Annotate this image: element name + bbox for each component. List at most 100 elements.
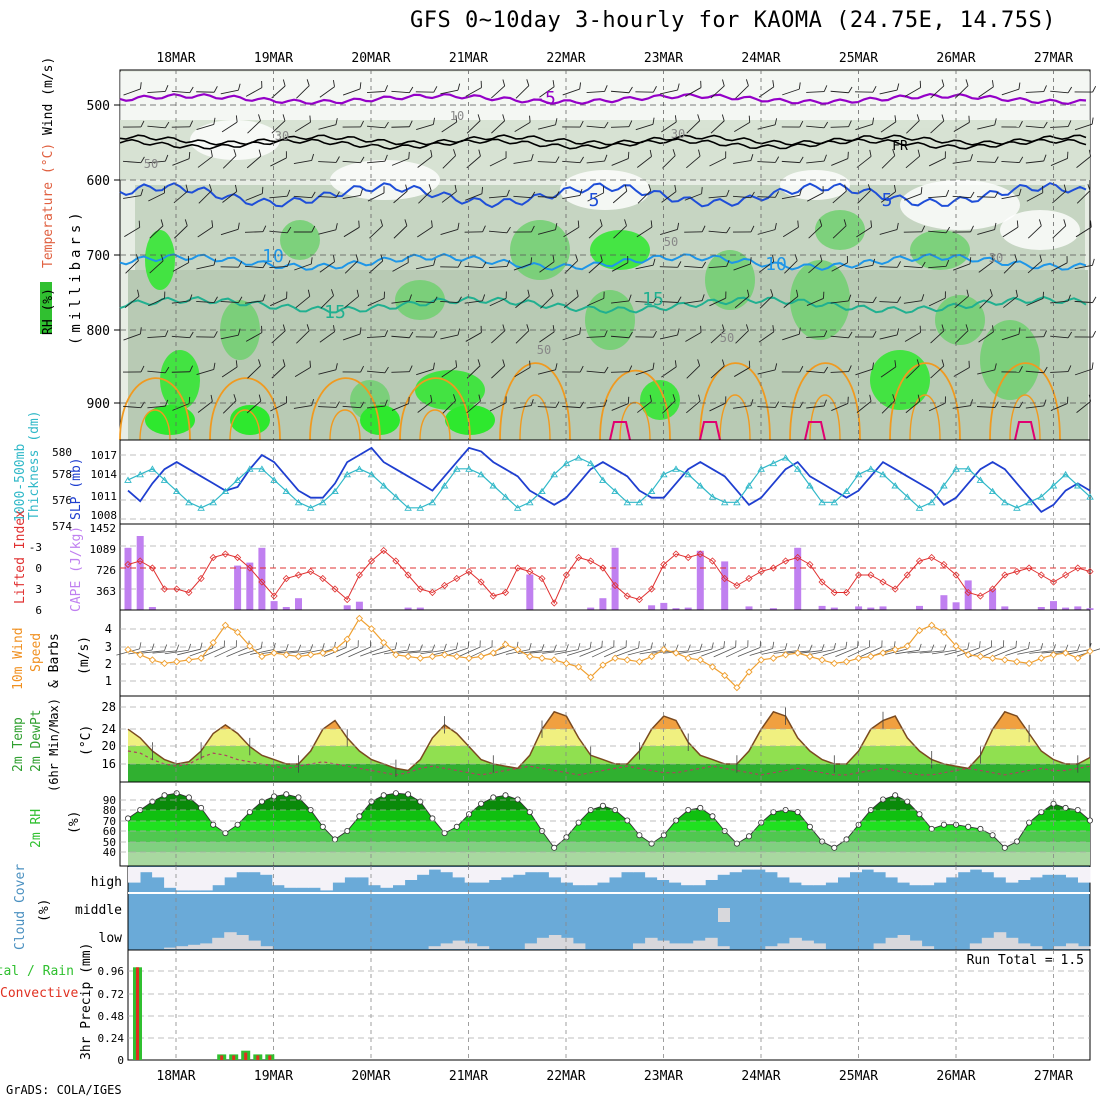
humidity-marker: [295, 794, 302, 801]
wind-barb-flag: [896, 261, 901, 268]
wind-barb-flag: [189, 294, 193, 301]
wind-barb: [513, 191, 536, 199]
wind-barb-flag: [916, 359, 920, 366]
wind-barb-flag: [725, 396, 727, 404]
wind-barb-staff: [198, 190, 212, 204]
wind-barb: [832, 184, 847, 204]
wind-barb-staff: [515, 85, 530, 99]
wind-speed-marker: [404, 652, 412, 661]
wind-barb-staff: [250, 649, 274, 655]
wind-barb-flag: [991, 254, 994, 262]
wind-barb-flag: [701, 187, 703, 194]
wind10m-label: 10m Wind: [11, 627, 26, 690]
wind-barb-flag: [650, 220, 653, 228]
cape-tick: 1089: [90, 543, 117, 556]
wind-barb: [637, 149, 652, 168]
wind-barb-staff: [684, 265, 703, 269]
wind-barb: [905, 149, 921, 169]
lifted-index-marker: [587, 557, 595, 565]
bottom-date-label: 21MAR: [449, 1069, 488, 1084]
wind-barb-flag: [994, 156, 999, 163]
wind-barb-flag: [628, 86, 633, 93]
wind-barb-staff: [1025, 370, 1044, 374]
cloud-high-gap: [380, 867, 393, 888]
rh-saturated-patch: [360, 405, 400, 435]
wind-barb: [588, 219, 603, 239]
cloud-high-gap: [404, 867, 418, 880]
wind-barb: [854, 85, 877, 93]
thickness-marker: [1086, 493, 1094, 500]
wind-barb-flag: [457, 328, 461, 336]
wind-barb-staff: [220, 89, 239, 95]
wind-barb: [732, 225, 755, 233]
contour-label: 15: [642, 289, 664, 310]
wind-barb-staff: [417, 401, 433, 413]
cape-bar: [794, 547, 802, 610]
wind-barb-staff: [539, 261, 555, 273]
wind-barb-10m: [797, 644, 825, 654]
contour-label: 5: [589, 190, 600, 211]
wind-barb: [539, 325, 555, 343]
wind-barb-flag: [356, 289, 360, 297]
humidity-marker: [940, 821, 947, 828]
wind-barb-flag: [628, 365, 633, 372]
wind-barb-flag: [358, 220, 360, 228]
wind-barb-flag: [918, 643, 922, 651]
wind-barb-staff: [662, 155, 676, 169]
wind-barb-staff: [685, 332, 702, 342]
wind-barb: [710, 79, 725, 99]
thickness-marker: [1025, 498, 1033, 506]
wind-barb-10m: [530, 644, 557, 654]
wind-barb: [440, 261, 462, 268]
wind-barb: [220, 296, 243, 303]
wind-barb: [637, 394, 652, 413]
wind-barb: [294, 257, 313, 271]
wind-barb-staff: [396, 650, 421, 654]
humidity-tick: 70: [103, 815, 116, 828]
wind-barb-10m: [396, 644, 423, 654]
wind-barb-staff: [515, 295, 530, 309]
wind-barb: [953, 257, 972, 271]
wind-barb-staff: [684, 193, 702, 201]
wind-barb-flag: [970, 225, 974, 233]
wind-barb-staff: [931, 649, 956, 655]
wind-speed-marker: [672, 649, 680, 657]
wind-barb-flag: [823, 291, 825, 299]
wind-barb-staff: [196, 301, 215, 303]
temperature-tick: 20: [102, 739, 116, 753]
wind-barb-staff: [366, 160, 386, 164]
wind-barb: [319, 255, 335, 273]
wind-barb: [905, 394, 921, 414]
wind-barb: [294, 360, 311, 378]
wind-barb-flag: [223, 640, 225, 648]
wind-barb-flag: [823, 154, 827, 162]
wind-barb-staff: [442, 155, 456, 169]
lifted-index-marker: [514, 564, 522, 572]
wind-barb-flag: [140, 82, 142, 89]
wind-barb-flag: [357, 640, 359, 647]
wind-barb-flag: [431, 644, 436, 652]
wind-barb-flag: [502, 359, 506, 367]
wind-speed-marker: [477, 652, 485, 661]
wind-barb-staff: [221, 121, 238, 133]
wind-barb-flag: [823, 330, 828, 337]
wind-barb-staff: [539, 331, 555, 343]
wind-barb-staff: [366, 90, 386, 94]
lifted-index-marker: [392, 557, 400, 565]
wind-barb-staff: [172, 403, 190, 411]
lifted-index-marker: [538, 574, 546, 583]
rh-units-label: (%): [67, 811, 82, 834]
wind-barb-staff: [611, 158, 629, 166]
wind-barb: [1025, 121, 1048, 129]
wind-barb-staff: [903, 300, 922, 304]
thickness-marker: [879, 470, 887, 478]
wind-barb: [954, 324, 969, 344]
lifted-index-marker: [733, 581, 741, 590]
lifted-index-marker: [940, 560, 948, 569]
wind-barb-staff: [247, 365, 261, 379]
cloud-low-gap: [224, 932, 237, 949]
wind-barb-staff: [343, 226, 360, 238]
wind-barb: [1050, 365, 1072, 373]
wind-barb-staff: [880, 366, 897, 378]
wind-barb-flag: [478, 394, 481, 402]
